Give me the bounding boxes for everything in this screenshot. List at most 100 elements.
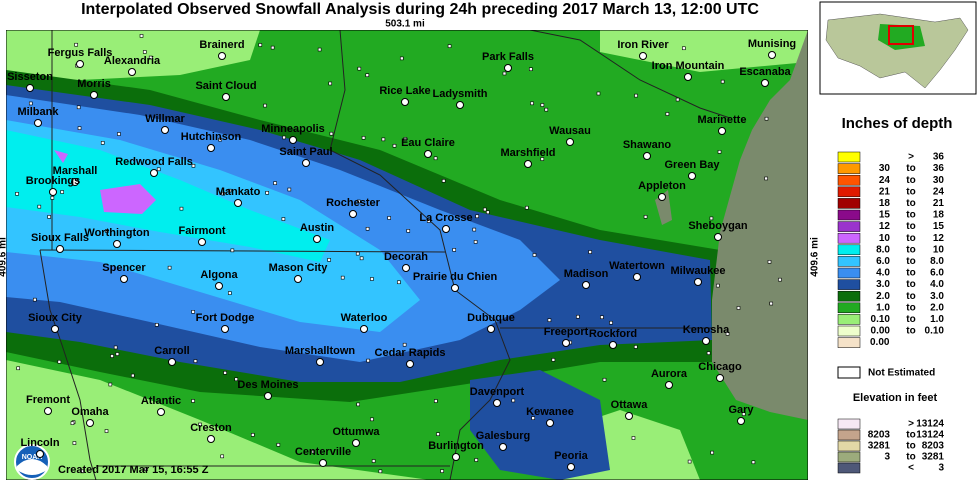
station-marker — [452, 248, 457, 252]
city-marker — [639, 52, 647, 60]
station-marker — [15, 192, 19, 196]
city-marker — [34, 119, 42, 127]
station-marker — [530, 101, 534, 106]
city-marker — [198, 238, 206, 246]
city-label: Sheboygan — [688, 220, 748, 232]
city-marker — [86, 419, 94, 427]
station-marker — [370, 417, 374, 422]
city-marker — [643, 152, 651, 160]
city-label: Milwaukee — [670, 265, 725, 277]
station-marker — [329, 131, 334, 136]
city-marker — [218, 52, 226, 60]
city-marker — [546, 419, 554, 427]
legend-from: 6.0 — [876, 256, 890, 267]
station-marker — [769, 301, 774, 306]
city-label: Austin — [300, 222, 335, 234]
city-label: Ottawa — [611, 399, 649, 411]
station-marker — [540, 103, 545, 107]
legend-from: 24 — [879, 175, 891, 186]
legend-from: 4.0 — [876, 268, 890, 279]
city-marker — [566, 138, 574, 146]
city-marker — [36, 450, 44, 458]
elevation-to: 8203 — [922, 441, 945, 452]
city-marker — [402, 264, 410, 272]
station-marker — [764, 116, 769, 121]
city-marker — [456, 101, 464, 109]
elevation-sep: to — [906, 430, 915, 441]
scale-right: 409.6 mi — [810, 237, 821, 277]
legend-sep: to — [906, 163, 915, 174]
legend-from: 3.0 — [876, 279, 890, 290]
station-marker — [356, 402, 360, 407]
city-label: Appleton — [638, 180, 686, 192]
city-label: Carroll — [154, 345, 189, 357]
station-marker — [359, 256, 364, 261]
city-label: Cedar Rapids — [375, 347, 446, 359]
legend-swatch — [837, 325, 861, 337]
station-marker — [483, 207, 487, 212]
station-marker — [139, 34, 144, 38]
station-marker — [529, 67, 533, 71]
legend-swatch — [837, 186, 861, 198]
city-label: Sisseton — [7, 71, 53, 83]
station-marker — [736, 306, 741, 310]
city-marker — [76, 60, 84, 68]
station-marker — [751, 460, 756, 465]
station-marker — [634, 93, 638, 98]
legend-to: 6.0 — [930, 268, 944, 279]
station-marker — [596, 91, 601, 96]
station-marker — [441, 179, 446, 183]
city-marker — [694, 278, 702, 286]
station-marker — [356, 199, 361, 204]
city-marker — [51, 325, 59, 333]
legend-sep: to — [906, 221, 915, 232]
station-marker — [675, 97, 680, 102]
city-marker — [737, 417, 745, 425]
city-label: Wausau — [549, 125, 591, 137]
station-marker — [77, 126, 82, 130]
station-marker — [191, 163, 196, 168]
city-marker — [718, 127, 726, 135]
legend-from: 8.0 — [876, 244, 890, 255]
station-marker — [100, 141, 105, 145]
logo-text: NOAA — [22, 454, 43, 461]
city-marker — [49, 188, 57, 196]
city-marker — [562, 339, 570, 347]
station-marker — [381, 137, 386, 142]
station-marker — [220, 454, 225, 459]
legend-from: 0.00 — [870, 337, 890, 348]
legend-to: 1.0 — [930, 314, 944, 325]
station-marker — [475, 214, 479, 219]
station-marker — [525, 205, 529, 210]
station-marker — [57, 359, 62, 364]
legend-swatch — [837, 151, 861, 163]
station-marker — [551, 358, 556, 362]
city-marker — [702, 337, 710, 345]
city-marker — [319, 459, 327, 467]
city-label: Freeport — [544, 326, 589, 338]
legend-from: 30 — [879, 163, 891, 174]
station-marker — [230, 248, 235, 253]
city-marker — [44, 407, 52, 415]
city-marker — [633, 273, 641, 281]
city-label: Ottumwa — [332, 426, 380, 438]
station-marker — [643, 215, 648, 219]
station-marker — [600, 315, 604, 320]
station-marker — [228, 291, 232, 295]
city-marker — [289, 136, 297, 144]
elevation-to: 3281 — [922, 452, 945, 463]
city-marker — [120, 275, 128, 283]
elevation-sep: < — [908, 463, 914, 474]
city-marker — [609, 341, 617, 349]
city-marker — [567, 463, 575, 471]
legend-to: 3.0 — [930, 291, 944, 302]
legend-from: 0.00 — [871, 326, 891, 337]
legend-swatch — [837, 314, 861, 325]
city-label: Fort Dodge — [196, 312, 255, 324]
station-marker — [328, 81, 332, 86]
legend-swatch — [837, 163, 861, 174]
station-marker — [540, 157, 545, 161]
legend-to: 21 — [933, 198, 945, 209]
city-label: Willmar — [145, 113, 185, 125]
elevation-to: 13124 — [916, 419, 944, 430]
